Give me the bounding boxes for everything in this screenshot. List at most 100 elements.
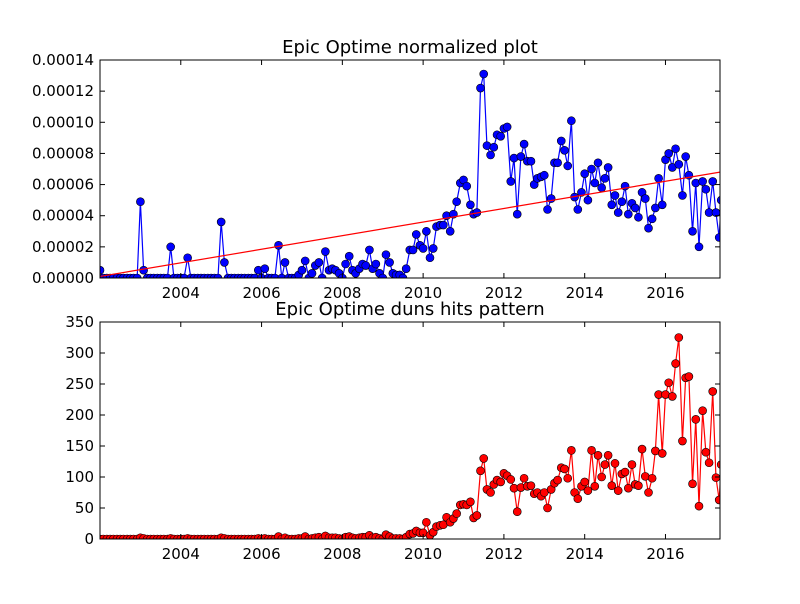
- data-point: [250, 273, 259, 278]
- data-point: [428, 244, 438, 253]
- data-point: [630, 203, 640, 213]
- y-tick-label: 50: [75, 499, 94, 517]
- data-point: [603, 163, 613, 172]
- data-point: [341, 259, 350, 269]
- data-point: [213, 273, 223, 278]
- data-point: [274, 241, 283, 250]
- data-point: [344, 251, 354, 261]
- x-tick-label: 2010: [404, 545, 442, 563]
- data-point: [321, 247, 330, 256]
- data-point: [701, 447, 711, 457]
- y-tick-label: 150: [65, 437, 94, 455]
- data-point: [681, 152, 690, 161]
- data-point: [512, 507, 522, 517]
- data-point: [708, 387, 718, 396]
- data-point: [678, 436, 687, 446]
- data-point: [644, 488, 653, 497]
- y-tick-label: 0.00004: [32, 207, 94, 225]
- data-point: [714, 495, 720, 505]
- data-point: [539, 170, 549, 180]
- data-point: [479, 454, 489, 463]
- data-point: [445, 226, 455, 236]
- data-point: [543, 205, 552, 214]
- data-point: [698, 177, 707, 186]
- plot-frame: [99, 321, 721, 540]
- data-point: [691, 415, 701, 424]
- y-tick-label: 100: [65, 468, 94, 486]
- data-point: [411, 230, 421, 239]
- data-point: [583, 486, 593, 495]
- plot-data: [100, 69, 720, 278]
- data-point: [627, 460, 637, 469]
- data-point: [371, 259, 381, 269]
- data-point: [593, 450, 603, 460]
- x-tick-label: 2006: [242, 284, 280, 302]
- data-point: [526, 156, 536, 166]
- data-point: [462, 181, 472, 191]
- x-tick-label: 2006: [242, 545, 280, 563]
- data-point: [671, 359, 680, 368]
- data-point: [422, 517, 431, 527]
- data-point: [486, 488, 495, 497]
- data-point: [597, 183, 606, 192]
- data-point: [620, 467, 630, 477]
- data-point: [136, 197, 145, 206]
- data-point: [132, 273, 142, 278]
- data-point: [600, 174, 610, 183]
- data-point: [657, 200, 667, 210]
- y-tick-label: 0.00002: [32, 238, 94, 256]
- data-point: [664, 149, 674, 158]
- data-point: [401, 264, 411, 273]
- data-point: [688, 479, 697, 489]
- data-point: [519, 139, 529, 149]
- data-point: [476, 83, 485, 93]
- data-point: [688, 226, 697, 236]
- data-point: [613, 486, 623, 495]
- data-point: [280, 258, 290, 267]
- data-point: [624, 209, 633, 219]
- data-point: [674, 333, 684, 342]
- x-tick-label: 2016: [646, 545, 684, 563]
- data-point: [220, 258, 229, 267]
- data-point: [698, 406, 707, 415]
- data-point: [603, 450, 613, 460]
- data-point: [583, 195, 593, 205]
- data-point: [307, 269, 317, 278]
- data-point: [587, 446, 596, 455]
- data-point: [597, 472, 606, 482]
- data-point: [644, 223, 653, 233]
- data-point: [166, 242, 175, 252]
- data-point: [472, 511, 482, 520]
- y-tick-label: 0.00010: [32, 113, 94, 131]
- y-tick-label: 300: [65, 344, 94, 362]
- data-point: [590, 481, 600, 491]
- data-point: [684, 372, 694, 381]
- data-point: [617, 197, 627, 206]
- data-point: [580, 477, 589, 487]
- y-tick-label: 0.00014: [32, 51, 94, 69]
- data-point: [701, 184, 711, 194]
- data-point: [314, 258, 324, 267]
- data-point: [502, 122, 512, 132]
- data-point: [587, 164, 596, 174]
- y-tick-label: 0.00000: [32, 269, 94, 287]
- data-point: [567, 446, 576, 455]
- y-tick-label: 200: [65, 406, 94, 424]
- data-point: [506, 177, 516, 186]
- trend-line: [100, 171, 720, 278]
- x-tick-label: 2004: [162, 545, 200, 563]
- data-point: [479, 69, 489, 79]
- data-point: [496, 132, 505, 141]
- data-point: [317, 273, 327, 278]
- data-point: [365, 245, 374, 255]
- data-point: [425, 253, 435, 263]
- data-point: [476, 466, 485, 476]
- x-tick-label: 2016: [646, 284, 684, 302]
- data-point: [385, 258, 394, 267]
- data-point: [624, 483, 633, 493]
- data-point: [590, 178, 600, 188]
- data-point: [563, 161, 573, 171]
- data-point: [439, 220, 448, 230]
